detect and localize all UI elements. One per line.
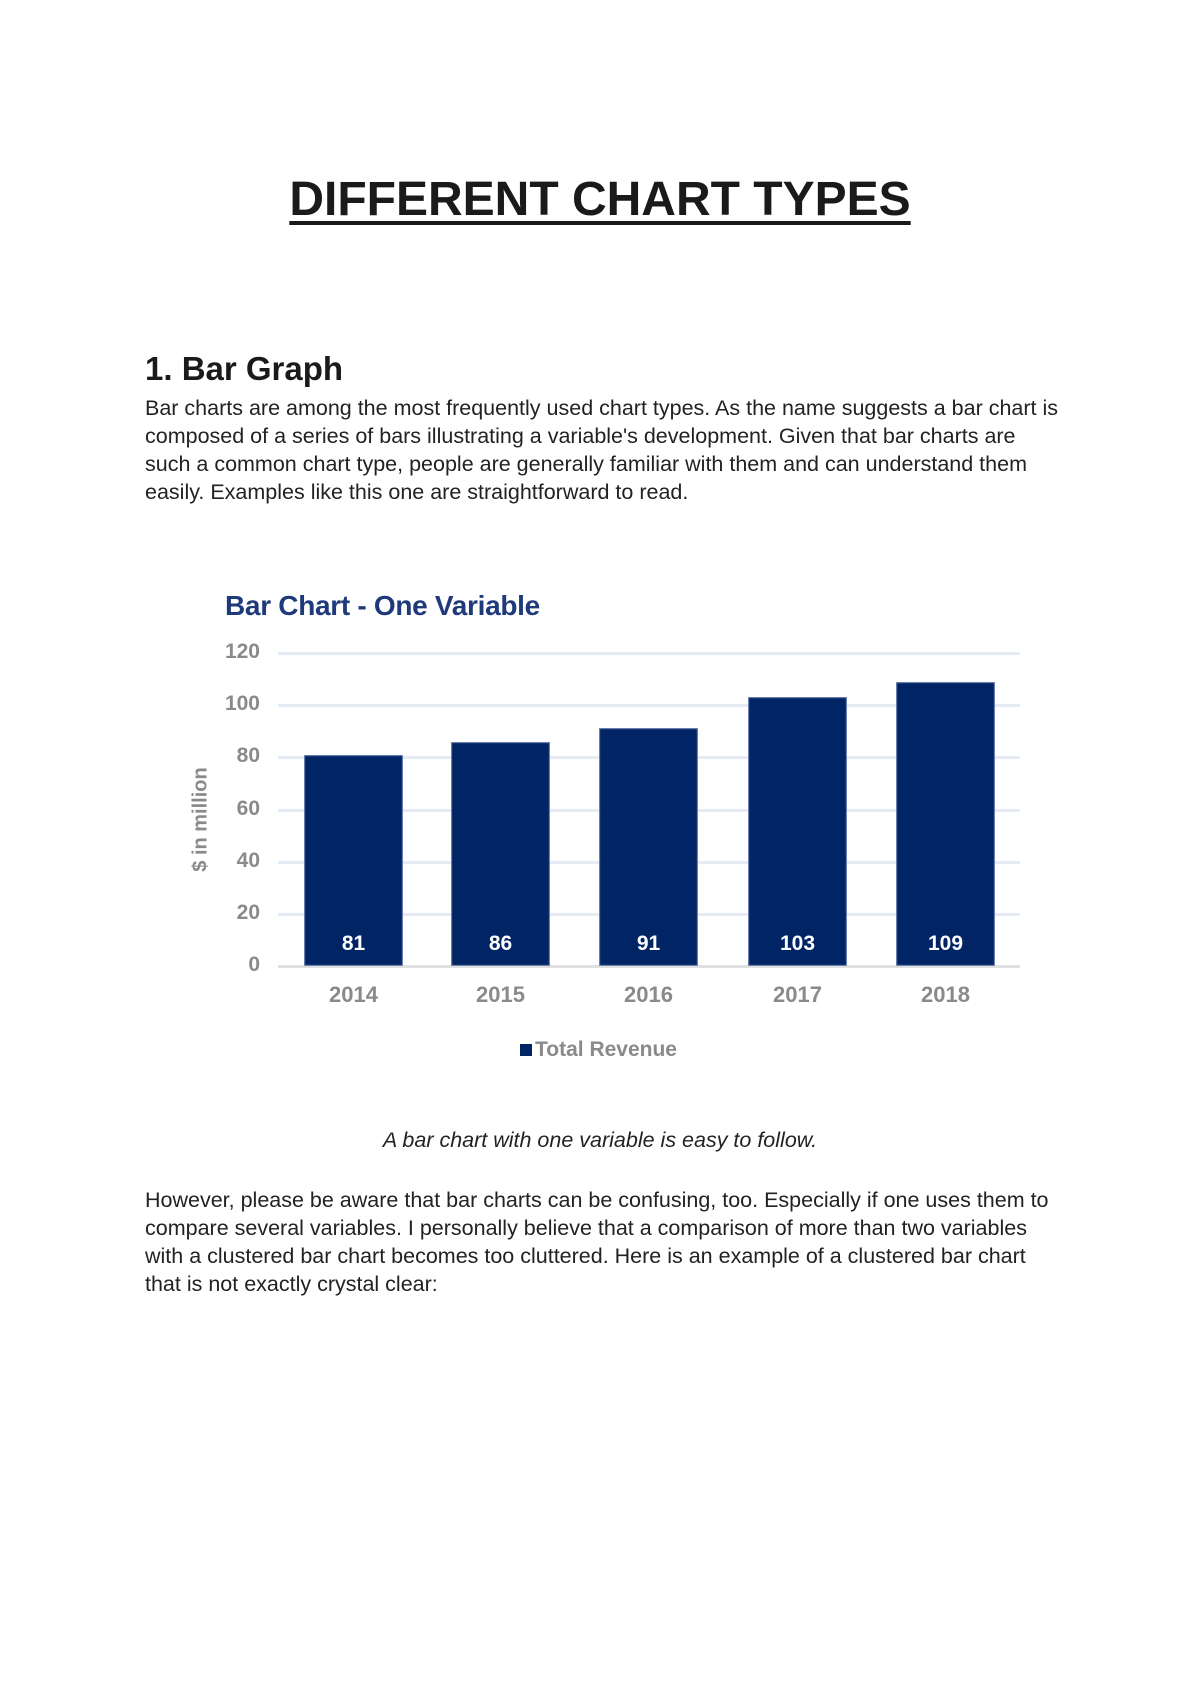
bar-value-label: 109: [927, 931, 964, 955]
x-tick-2016: 2016: [624, 982, 673, 1007]
x-tick-2018: 2018: [921, 982, 970, 1007]
bar-value-label: 103: [779, 931, 816, 955]
section-heading: 1. Bar Graph: [145, 350, 344, 387]
y-tick-120: 120: [224, 640, 260, 663]
x-axis-baseline: [278, 965, 1020, 968]
y-tick-80: 80: [236, 744, 260, 767]
legend-swatch-icon: [520, 1044, 532, 1056]
bar-value-label: 81: [341, 931, 366, 955]
bar-2017: 103: [748, 697, 847, 966]
bar-value-label: 86: [488, 931, 513, 955]
x-tick-2015: 2015: [476, 982, 525, 1007]
x-tick-2014: 2014: [329, 982, 378, 1007]
y-tick-100: 100: [224, 692, 260, 715]
y-tick-0: 0: [248, 953, 260, 976]
document-title: DIFFERENT CHART TYPES: [0, 172, 1200, 227]
bar-2016: 91: [599, 728, 698, 966]
legend-label: Total Revenue: [535, 1038, 677, 1061]
gridline-100: [278, 704, 1020, 707]
x-tick-2017: 2017: [773, 982, 822, 1007]
bar-chart: Bar Chart - One Variable $ in million 12…: [180, 590, 1040, 1080]
gridline-120: [278, 652, 1020, 655]
bar-2018: 109: [896, 681, 995, 966]
y-tick-60: 60: [236, 797, 260, 820]
followup-paragraph: However, please be aware that bar charts…: [145, 1188, 1049, 1296]
chart-title: Bar Chart - One Variable: [225, 590, 540, 621]
bar-2014: 81: [304, 754, 403, 966]
y-tick-20: 20: [236, 901, 260, 924]
figure-caption: A bar chart with one variable is easy to…: [382, 1128, 818, 1152]
bar-value-label: 91: [636, 931, 661, 955]
y-tick-40: 40: [236, 849, 260, 872]
bar-2015: 86: [451, 741, 550, 966]
chart-legend: Total Revenue: [520, 1038, 677, 1062]
document-title-text: DIFFERENT CHART TYPES: [289, 173, 911, 226]
intro-paragraph: Bar charts are among the most frequently…: [145, 396, 1059, 504]
